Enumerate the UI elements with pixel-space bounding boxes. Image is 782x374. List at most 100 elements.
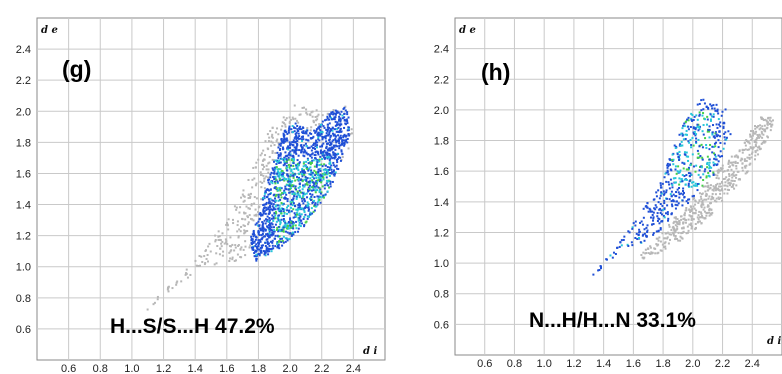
gray-point	[215, 262, 218, 265]
colored-point	[333, 173, 336, 176]
colored-point	[307, 208, 310, 211]
colored-point	[339, 144, 342, 147]
colored-point	[333, 128, 336, 131]
colored-point	[303, 178, 306, 181]
colored-point	[283, 140, 286, 143]
colored-point	[306, 205, 309, 208]
colored-point	[300, 197, 303, 200]
colored-point	[292, 160, 295, 163]
colored-point	[334, 144, 337, 147]
colored-point	[696, 184, 699, 187]
gray-point	[723, 170, 726, 173]
gray-point	[720, 168, 723, 171]
colored-point	[676, 153, 679, 156]
gray-point	[711, 192, 714, 195]
gray-point	[701, 202, 704, 205]
colored-point	[324, 137, 327, 140]
colored-point	[266, 241, 269, 244]
colored-point	[691, 195, 694, 198]
colored-point	[277, 207, 280, 210]
colored-point	[706, 115, 709, 118]
colored-point	[322, 136, 325, 139]
colored-point	[318, 186, 321, 189]
colored-point	[661, 204, 664, 207]
colored-point	[651, 210, 654, 213]
colored-point	[271, 239, 274, 242]
colored-point	[305, 132, 308, 135]
colored-point	[703, 170, 706, 173]
colored-point	[339, 127, 342, 130]
colored-point	[274, 195, 277, 198]
gray-point	[235, 206, 238, 209]
colored-point	[268, 211, 271, 214]
gray-point	[736, 170, 739, 173]
colored-point	[722, 127, 725, 130]
colored-point	[284, 185, 287, 188]
gray-point	[682, 221, 685, 224]
colored-point	[252, 229, 255, 232]
colored-point	[292, 185, 295, 188]
colored-point	[283, 160, 286, 163]
colored-point	[250, 235, 253, 238]
colored-point	[705, 106, 708, 109]
gray-point	[705, 194, 708, 197]
fingerprint-panel-g: 0.60.81.01.21.41.61.82.02.22.40.6 0.8 1.0 1…	[16, 17, 386, 374]
gray-point	[727, 182, 730, 185]
colored-point	[297, 193, 300, 196]
colored-point	[267, 193, 270, 196]
colored-point	[293, 195, 296, 198]
colored-point	[660, 213, 663, 216]
gray-point	[706, 185, 709, 188]
colored-point	[713, 107, 716, 110]
y-tick-label: 0.6	[16, 324, 31, 336]
gray-point	[703, 206, 706, 209]
gray-point	[341, 156, 344, 159]
gray-point	[261, 181, 264, 184]
colored-point	[696, 189, 699, 192]
gray-point	[752, 146, 755, 149]
colored-point	[682, 191, 685, 194]
colored-point	[330, 116, 333, 119]
colored-point	[331, 132, 334, 135]
colored-point	[296, 144, 299, 147]
gray-point	[713, 199, 716, 202]
colored-point	[663, 199, 666, 202]
colored-point	[690, 146, 693, 149]
colored-point	[322, 176, 325, 179]
gray-point	[261, 168, 264, 171]
colored-point	[271, 205, 274, 208]
colored-point	[643, 239, 646, 242]
colored-point	[309, 137, 312, 140]
gray-point	[749, 135, 752, 138]
colored-point	[708, 164, 711, 167]
gray-point	[314, 115, 317, 118]
colored-point	[687, 116, 690, 119]
colored-point	[285, 160, 288, 163]
colored-point	[692, 131, 695, 134]
colored-point	[681, 199, 684, 202]
colored-point	[276, 161, 279, 164]
colored-point	[333, 112, 336, 115]
colored-point	[721, 155, 724, 158]
colored-point	[597, 269, 600, 272]
gray-point	[295, 119, 298, 122]
colored-point	[331, 111, 334, 114]
gray-point	[223, 242, 226, 245]
colored-point	[270, 208, 273, 211]
colored-point	[336, 161, 339, 164]
gray-point	[284, 123, 287, 126]
colored-point	[708, 158, 711, 161]
gray-point	[744, 144, 747, 147]
colored-point	[676, 204, 679, 207]
gray-point	[693, 207, 696, 210]
colored-point	[278, 178, 281, 181]
colored-point	[316, 151, 319, 154]
colored-point	[680, 132, 683, 135]
colored-point	[669, 193, 672, 196]
colored-point	[337, 168, 340, 171]
colored-point	[329, 149, 332, 152]
colored-point	[330, 147, 333, 150]
colored-point	[341, 139, 344, 142]
colored-point	[687, 128, 690, 131]
colored-point	[680, 192, 683, 195]
